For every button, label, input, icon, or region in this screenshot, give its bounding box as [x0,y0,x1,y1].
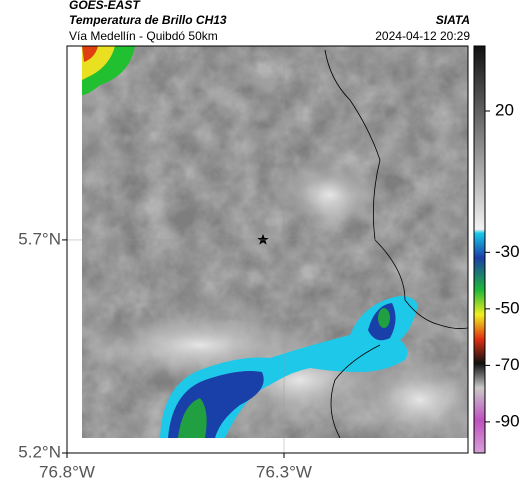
colorbar-tick-label: -70 [495,355,520,374]
colorbar-tick-label: -30 [495,242,520,261]
location-marker [257,234,269,245]
lat-tick-label: 5.2°N [18,442,61,461]
lon-tick-label: 76.3°W [256,462,312,481]
lat-tick-label: 5.7°N [18,229,61,248]
satellite-image [82,46,468,438]
colorbar-tick-label: -90 [495,411,520,430]
datetime: 2024-04-12 20:29 [375,29,470,43]
lon-tick-label: 76.8°W [39,462,95,481]
colorbar-tick-label: -50 [495,298,520,317]
map-frame [66,45,469,454]
colorbar-tick-label: 20 [495,100,514,119]
subtitle: Temperatura de Brillo CH13 [69,13,227,27]
source: SIATA [436,13,470,27]
colorbar [473,45,486,454]
route: Vía Medellín - Quibdó 50km [69,29,218,43]
title: GOES-EAST [69,0,141,12]
